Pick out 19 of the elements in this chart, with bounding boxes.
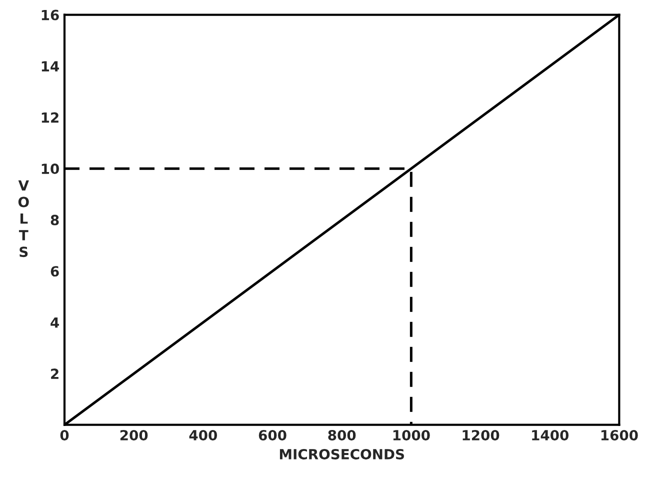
y-tick-label: 12 <box>42 112 58 123</box>
x-tick-label: 200 <box>120 430 148 440</box>
x-tick-label: 1200 <box>462 430 500 440</box>
x-tick-label: 1400 <box>532 430 569 440</box>
x-tick-label: 1600 <box>601 430 638 440</box>
y-tick-label: 2 <box>51 368 58 379</box>
y-tick-label: 4 <box>50 317 59 328</box>
x-tick-label: 600 <box>258 430 286 440</box>
x-tick-label: 1000 <box>393 430 430 440</box>
y-tick-label: 16 <box>42 10 59 20</box>
y-tick-label: 14 <box>42 61 59 72</box>
x-axis-title: MICROSECONDS <box>280 448 404 460</box>
y-tick-label: 10 <box>42 164 59 174</box>
y-tick-label: 6 <box>50 266 59 277</box>
x-tick-label: 400 <box>189 430 218 440</box>
x-tick-label: 800 <box>328 430 356 440</box>
y-tick-label: 8 <box>50 214 59 226</box>
y-axis-title: VOLTS <box>18 180 29 258</box>
x-tick-label: 0 <box>60 430 69 440</box>
